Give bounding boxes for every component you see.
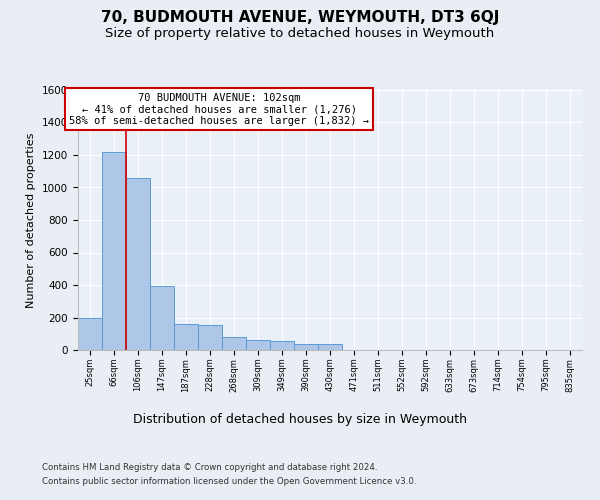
Text: 70, BUDMOUTH AVENUE, WEYMOUTH, DT3 6QJ: 70, BUDMOUTH AVENUE, WEYMOUTH, DT3 6QJ bbox=[101, 10, 499, 25]
Bar bbox=[270, 341, 294, 350]
Y-axis label: Number of detached properties: Number of detached properties bbox=[26, 132, 37, 308]
Bar bbox=[150, 286, 174, 350]
Bar bbox=[78, 318, 102, 350]
Bar bbox=[102, 152, 126, 350]
Text: Contains HM Land Registry data © Crown copyright and database right 2024.: Contains HM Land Registry data © Crown c… bbox=[42, 462, 377, 471]
Bar bbox=[294, 344, 318, 350]
Bar bbox=[198, 325, 222, 350]
Text: 70 BUDMOUTH AVENUE: 102sqm
← 41% of detached houses are smaller (1,276)
58% of s: 70 BUDMOUTH AVENUE: 102sqm ← 41% of deta… bbox=[69, 92, 369, 126]
Text: Size of property relative to detached houses in Weymouth: Size of property relative to detached ho… bbox=[106, 28, 494, 40]
Bar bbox=[174, 324, 198, 350]
Bar bbox=[126, 178, 150, 350]
Bar bbox=[318, 344, 342, 350]
Bar bbox=[246, 340, 270, 350]
Text: Contains public sector information licensed under the Open Government Licence v3: Contains public sector information licen… bbox=[42, 478, 416, 486]
Bar bbox=[222, 337, 246, 350]
Text: Distribution of detached houses by size in Weymouth: Distribution of detached houses by size … bbox=[133, 412, 467, 426]
